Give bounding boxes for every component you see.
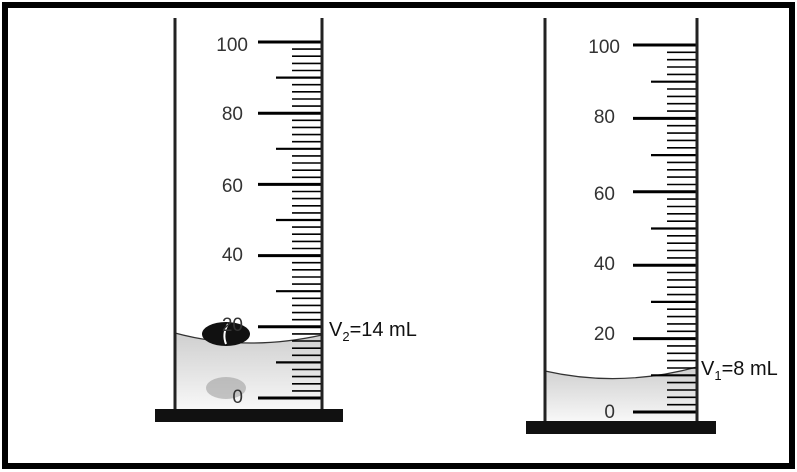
right-cylinder-scale	[633, 43, 697, 414]
right-cylinder-base	[526, 421, 716, 434]
left-cylinder-base	[155, 409, 343, 422]
right-scale-label-80: 80	[594, 107, 615, 128]
left-graduated-cylinder: 100 80 60 40 20 0 V2=14 mL	[155, 18, 417, 422]
right-cylinder-liquid	[545, 367, 697, 422]
right-scale-label-60: 60	[594, 184, 615, 205]
left-volume-reading: V2=14 mL	[329, 319, 417, 344]
left-scale-label-60: 60	[222, 176, 243, 197]
left-scale-label-80: 80	[222, 104, 243, 125]
right-scale-label-100: 100	[588, 37, 620, 58]
right-scale-label-40: 40	[594, 254, 615, 275]
right-graduated-cylinder: 100 80 60 40 20 0 V1=8 mL	[526, 18, 778, 434]
right-scale-label-20: 20	[594, 324, 615, 345]
right-volume-reading: V1=8 mL	[701, 358, 778, 383]
left-scale-label-40: 40	[222, 245, 243, 266]
left-cylinder-liquid	[175, 333, 322, 410]
left-cylinder-meniscus	[174, 332, 323, 344]
left-scale-label-20: 20	[222, 315, 243, 336]
left-cylinder-object	[202, 322, 250, 399]
left-scale-label-100: 100	[216, 35, 248, 56]
left-scale-label-0: 0	[232, 387, 243, 408]
right-scale-label-0: 0	[604, 402, 615, 423]
right-cylinder-meniscus	[544, 366, 698, 380]
left-cylinder-scale	[258, 40, 322, 400]
